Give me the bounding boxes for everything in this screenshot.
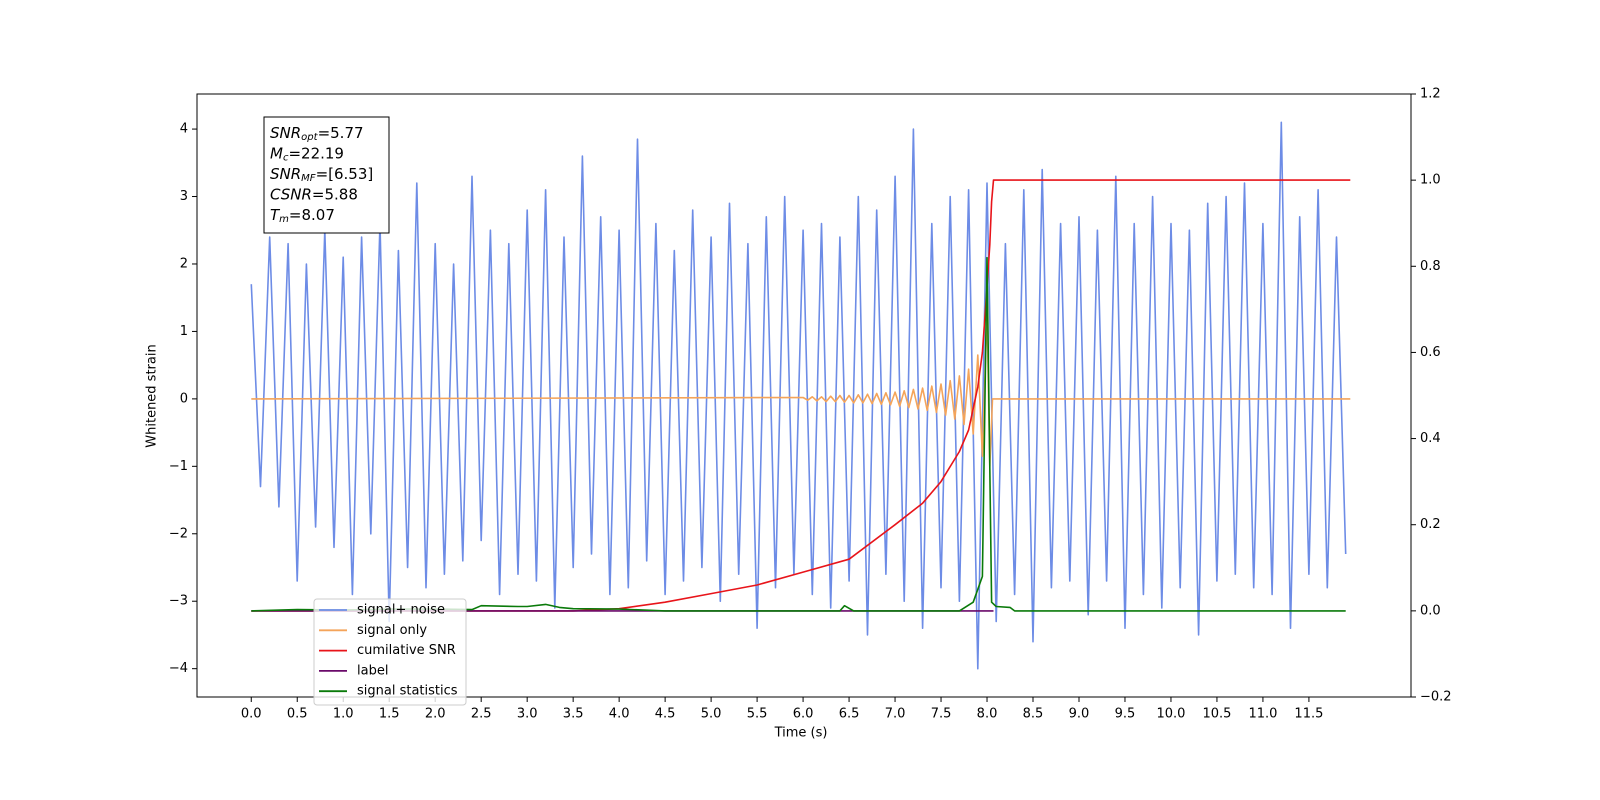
x-tick-label: 7.0 (885, 707, 906, 722)
y-axis-label: Whitened strain (145, 344, 160, 447)
y2-tick-label: 0.2 (1420, 517, 1441, 532)
annotation-subscript: opt (301, 132, 318, 143)
x-tick-label: 11.0 (1248, 707, 1277, 722)
legend-label: signal only (357, 623, 427, 638)
annotation-line: Tm=8.07 (270, 206, 335, 226)
y-tick-label: 1 (180, 324, 188, 339)
y-tick-label: −1 (169, 459, 188, 474)
annotation-line: SNRopt=5.77 (270, 124, 364, 144)
y-tick-label: 0 (180, 391, 188, 406)
annotation-line: Mc=22.19 (270, 144, 344, 164)
legend-label: label (357, 663, 388, 678)
y2-tick-label: 1.2 (1420, 87, 1441, 102)
x-tick-label: 11.5 (1294, 707, 1323, 722)
plot-frame (196, 93, 1412, 698)
y2-tick-label: 0.4 (1420, 431, 1441, 446)
legend-label: cumilative SNR (357, 643, 456, 658)
annotation-line: CSNR=5.88 (270, 185, 358, 203)
y2-tick-label: 1.0 (1420, 173, 1441, 188)
annotation-subscript: c (283, 153, 289, 164)
x-tick-label: 3.5 (563, 707, 584, 722)
annotation-text: =[6.53] (316, 165, 374, 183)
x-tick-label: 10.0 (1156, 707, 1185, 722)
annotation-subscript: MF (301, 173, 316, 184)
y2-tick-label: 0.6 (1420, 345, 1441, 360)
annotation-symbol: T (270, 206, 281, 224)
y-tick-label: −2 (169, 526, 188, 541)
legend-box (313, 598, 467, 706)
x-tick-label: 8.0 (977, 707, 998, 722)
annotation-symbol: SNR (270, 165, 301, 183)
y-tick-label: −4 (169, 661, 188, 676)
annotation-symbol: M (270, 144, 283, 162)
legend-label: signal statistics (357, 684, 458, 699)
x-tick-label: 10.5 (1202, 707, 1231, 722)
y2-tick-label: 0.0 (1420, 603, 1441, 618)
series-line (250, 121, 1347, 670)
annotation-line: SNRMF=[6.53] (270, 165, 373, 185)
y-tick-label: 3 (180, 189, 188, 204)
y-tick-label: 2 (180, 256, 188, 271)
x-tick-label: 7.5 (931, 707, 952, 722)
x-tick-label: 8.5 (1023, 707, 1044, 722)
x-tick-label: 9.0 (1069, 707, 1090, 722)
annotation-text: =5.88 (312, 185, 358, 203)
x-tick-label: 1.5 (379, 707, 400, 722)
x-tick-label: 6.0 (793, 707, 814, 722)
x-tick-label: 6.5 (839, 707, 860, 722)
x-tick-label: 9.5 (1115, 707, 1136, 722)
annotation-text: =8.07 (289, 206, 335, 224)
annotation-box (263, 116, 390, 234)
annotation-symbol: SNR (270, 124, 301, 142)
annotation-symbol: CSNR (270, 185, 312, 203)
x-tick-label: 0.5 (287, 707, 308, 722)
annotation-subscript: m (279, 214, 289, 225)
annotation-text: =22.19 (288, 144, 344, 162)
y2-tick-label: −0.2 (1420, 690, 1452, 705)
annotation-text: =5.77 (318, 124, 364, 142)
series-line (251, 310, 1351, 468)
y-tick-label: 4 (180, 122, 188, 137)
x-tick-label: 5.0 (701, 707, 722, 722)
x-axis-label: Time (s) (774, 726, 828, 741)
x-tick-label: 2.5 (471, 707, 492, 722)
y-tick-label: −3 (169, 594, 188, 609)
x-tick-label: 1.0 (333, 707, 354, 722)
x-tick-label: 3.0 (517, 707, 538, 722)
series-line (251, 179, 1351, 612)
x-tick-label: 5.5 (747, 707, 768, 722)
legend-label: signal+ noise (357, 603, 445, 618)
x-tick-label: 0.0 (241, 707, 262, 722)
x-tick-label: 4.5 (655, 707, 676, 722)
x-tick-label: 4.0 (609, 707, 630, 722)
x-tick-label: 2.0 (425, 707, 446, 722)
y2-tick-label: 0.8 (1420, 259, 1441, 274)
